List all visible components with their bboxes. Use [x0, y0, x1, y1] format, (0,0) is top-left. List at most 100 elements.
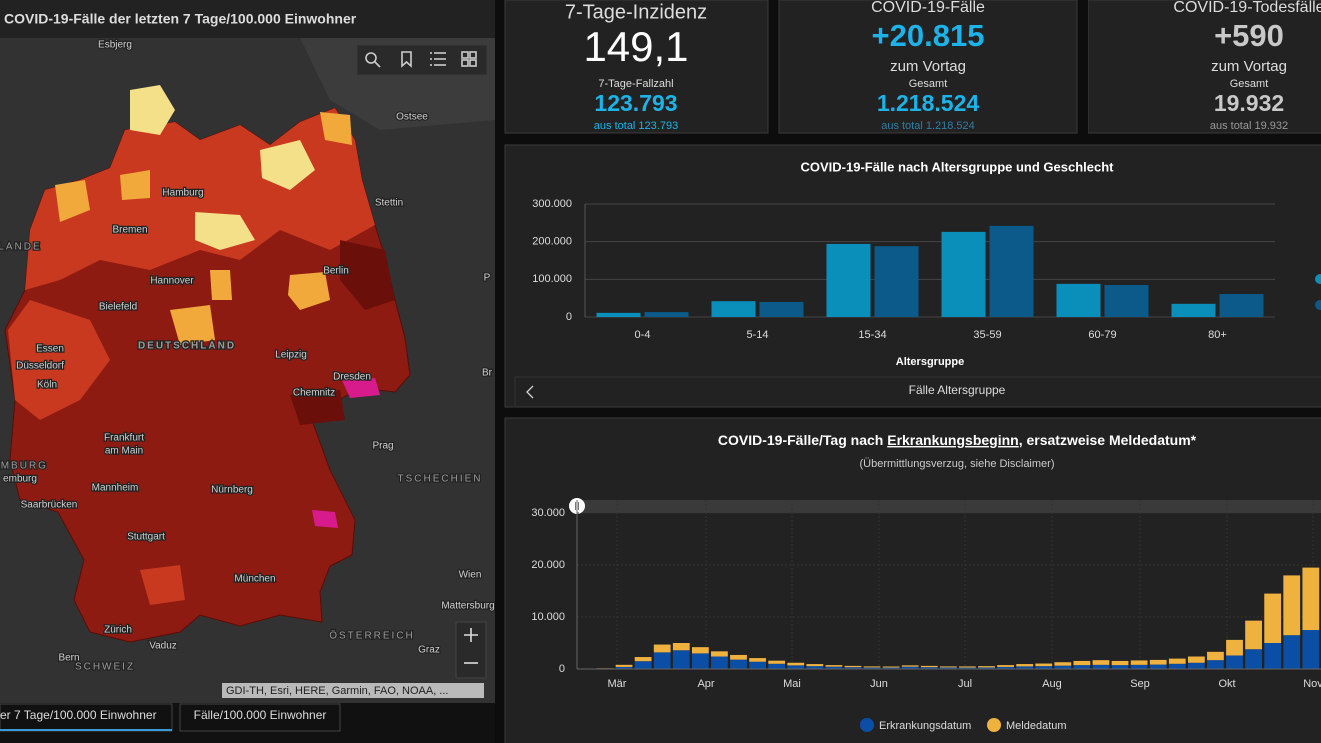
bar — [874, 246, 919, 317]
bar — [1104, 284, 1149, 317]
bar — [1056, 283, 1101, 317]
region-orange — [120, 170, 150, 200]
card-total: aus total 19.932 — [1210, 120, 1288, 132]
map-label: Hannover — [150, 276, 194, 287]
bar — [644, 312, 689, 317]
bar — [826, 243, 871, 317]
bar-segment — [978, 667, 995, 669]
map-label: Zürich — [104, 625, 132, 636]
bar-segment — [901, 666, 919, 669]
map-label: Esbjerg — [98, 40, 132, 51]
bar-segment — [997, 665, 1014, 667]
bookmark-button[interactable] — [401, 51, 412, 68]
region-orange — [210, 270, 232, 300]
bar-segment — [1168, 663, 1186, 669]
title-text: , ersatzweise Meldedatum* — [1019, 432, 1197, 448]
title-link[interactable]: Erkrankungsbeginn — [887, 432, 1018, 448]
card-value-note: zum Vortag — [1211, 58, 1287, 75]
bar-segment — [730, 654, 747, 660]
y-tick-label: 30.000 — [531, 507, 565, 519]
map[interactable]: Esbjerg Ostsee Hamburg Stettin Bremen LANDE Be… — [0, 38, 495, 703]
legend-swatch — [1315, 274, 1321, 284]
bar-segment — [825, 666, 843, 669]
bar-segment — [1207, 660, 1224, 669]
map-label: Nürnberg — [211, 485, 253, 496]
card-sub-label: Gesamt — [1230, 78, 1269, 90]
zoom-in[interactable] — [464, 628, 478, 642]
bar-segment — [672, 650, 690, 669]
bar-segment — [959, 667, 976, 669]
bar-segment — [1054, 665, 1072, 669]
x-tick-label: Jun — [870, 678, 888, 690]
x-tick-label: Okt — [1218, 678, 1235, 690]
range-slider[interactable] — [577, 500, 1321, 513]
chart-footer: Fälle Altersgruppe — [909, 383, 1006, 397]
map-label: SCHWEIZ — [75, 662, 135, 673]
map-label: Leipzig — [275, 350, 307, 361]
map-label: Hamburg — [162, 188, 203, 199]
layer-list-button[interactable] — [430, 52, 446, 66]
map-toolbar — [356, 44, 488, 76]
bar-segment — [1302, 630, 1320, 669]
chart-subtitle: (Übermittlungsverzug, siehe Disclaimer) — [859, 458, 1054, 470]
map-label: Saarbrücken — [21, 500, 78, 511]
x-tick-label: 0-4 — [635, 329, 651, 341]
bar — [596, 312, 641, 317]
bar-segment — [978, 666, 995, 668]
tab-active[interactable] — [0, 703, 173, 732]
tab[interactable] — [179, 703, 341, 732]
bar-segment — [711, 656, 728, 669]
legend-label: Meldedatum — [1006, 720, 1067, 732]
card-title: COVID-19-Todesfälle — [1173, 0, 1321, 16]
map-label: Vaduz — [149, 641, 177, 652]
x-tick-label: 5-14 — [746, 329, 768, 341]
tab-label[interactable]: Fälle/100.000 Einwohner — [194, 708, 327, 722]
bar-segment — [863, 666, 881, 668]
card — [504, 0, 769, 134]
bar-segment — [1149, 664, 1167, 669]
region-hotspot — [312, 510, 338, 528]
card-sub-value: 1.218.524 — [877, 90, 980, 116]
attribution: GDI-TH, Esri, HERE, Garmin, FAO, NOAA, .… — [226, 685, 448, 697]
card-sub-label: 7-Tage-Fallzahl — [598, 78, 673, 90]
bar-segment — [882, 667, 900, 669]
bar-segment — [806, 666, 824, 669]
chart-title: COVID-19-Fälle/Tag nach Erkrankungsbegin… — [718, 432, 1197, 448]
card-value-note: zum Vortag — [890, 58, 966, 75]
card-total: aus total 123.793 — [594, 120, 678, 132]
bar — [1171, 303, 1216, 317]
bar-segment — [749, 661, 766, 669]
bar-segment — [939, 667, 957, 669]
legend-swatch — [1315, 300, 1321, 310]
chart-title: COVID-19-Fälle nach Altersgruppe und Ges… — [800, 159, 1114, 174]
bar-segment — [1226, 655, 1243, 669]
bar-segment — [1073, 665, 1091, 669]
attribution-background — [222, 683, 484, 698]
map-labels: Esbjerg Ostsee Hamburg Stettin Bremen LANDE Be… — [0, 38, 495, 674]
x-axis-title: Altersgruppe — [896, 356, 964, 368]
bar-segment — [1111, 665, 1129, 669]
region-dark — [340, 240, 395, 310]
y-tick-label: 200.000 — [532, 236, 572, 248]
bar-segment — [1016, 664, 1034, 667]
collapse-button[interactable] — [526, 385, 534, 399]
y-tick-label: 0 — [566, 311, 572, 323]
map-label: Chemnitz — [293, 388, 335, 399]
bar-segment — [653, 652, 671, 669]
bar-segment — [1092, 664, 1110, 669]
tab-label[interactable]: er 7 Tage/100.000 Einwohner — [0, 708, 157, 722]
bar — [989, 225, 1034, 317]
bar-segment — [711, 651, 728, 657]
card-title: COVID-19-Fälle — [871, 0, 985, 16]
x-tick-label: Sep — [1130, 678, 1150, 690]
basemap-button[interactable] — [461, 51, 477, 67]
bar — [1219, 294, 1264, 317]
y-tick-label: 100.000 — [532, 273, 572, 285]
bar-segment — [1207, 651, 1224, 661]
search-button[interactable] — [365, 52, 381, 68]
y-tick-label: 20.000 — [531, 559, 565, 571]
bar-segment — [1302, 567, 1320, 630]
chart-panel — [504, 417, 1321, 743]
region-west — [8, 300, 110, 420]
